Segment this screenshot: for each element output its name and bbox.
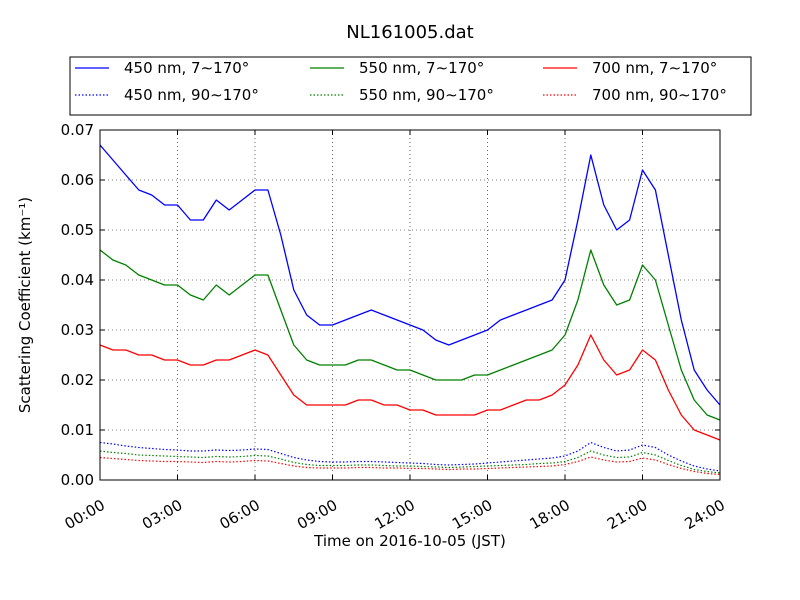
x-tick-label: 00:00	[62, 496, 108, 533]
legend-label: 700 nm, 90∼170°	[592, 86, 727, 104]
series-line-1	[99, 441, 721, 472]
x-tick-label: 03:00	[139, 496, 185, 533]
legend-label: 550 nm, 7∼170°	[359, 59, 484, 77]
legend-label: 550 nm, 90∼170°	[359, 86, 494, 104]
axis-ticks: 00:00 03:00 06:00 09:00 12:00 15:00 18:00 21:00…	[61, 121, 728, 533]
legend-label: 450 nm, 7∼170°	[124, 59, 249, 77]
x-tick-label: 15:00	[449, 496, 495, 533]
y-tick-label: 0.04	[61, 271, 94, 289]
y-tick-label: 0.01	[61, 421, 94, 439]
series-line-0	[99, 144, 721, 406]
legend-label: 700 nm, 7∼170°	[592, 59, 717, 77]
y-tick-label: 0.00	[61, 471, 94, 489]
y-tick-label: 0.07	[61, 121, 94, 139]
series-line-2	[99, 249, 721, 421]
series-line-4	[99, 334, 721, 441]
series-layer	[99, 144, 721, 476]
x-tick-label: 06:00	[217, 496, 263, 533]
x-tick-label: 09:00	[294, 496, 340, 533]
x-tick-label: 21:00	[604, 496, 650, 533]
y-tick-label: 0.03	[61, 321, 94, 339]
x-tick-label: 18:00	[527, 496, 573, 533]
series-line-5	[99, 456, 721, 476]
x-tick-label: 12:00	[372, 496, 418, 533]
chart-title: NL161005.dat	[346, 22, 473, 43]
y-tick-label: 0.05	[61, 221, 94, 239]
y-tick-label: 0.02	[61, 371, 94, 389]
y-tick-label: 0.06	[61, 171, 94, 189]
x-axis-label: Time on 2016-10-05 (JST)	[313, 532, 506, 550]
y-axis-label: Scattering Coefficient (km⁻¹)	[16, 197, 34, 413]
grid-lines	[100, 130, 720, 480]
x-tick-label: 24:00	[682, 496, 728, 533]
legend: 450 nm, 7∼170° 450 nm, 90∼170° 550 nm, 7∼1…	[69, 56, 752, 116]
legend-label: 450 nm, 90∼170°	[124, 86, 259, 104]
legend-box	[69, 56, 752, 116]
